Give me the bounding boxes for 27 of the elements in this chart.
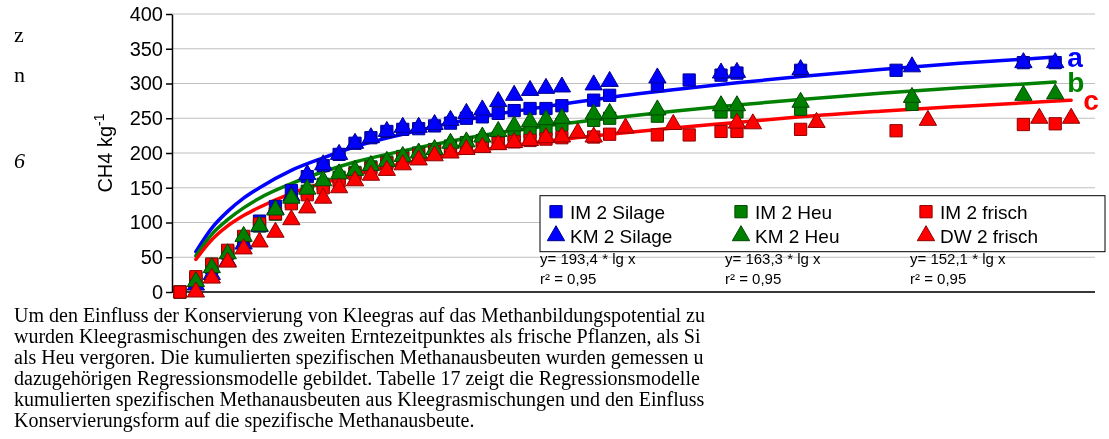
- annotation: y= 163,3 * lg x: [725, 250, 821, 268]
- y-tick-label: 400: [129, 2, 163, 25]
- y-tick-label: 350: [129, 37, 163, 60]
- annotation: y= 152,1 * lg x: [910, 250, 1006, 268]
- y-tick-label: 300: [129, 72, 163, 95]
- legend-label: KM 2 Heu: [755, 225, 840, 247]
- text: n: [14, 62, 25, 87]
- legend-label: KM 2 Silage: [570, 225, 673, 247]
- annotation: b: [1067, 67, 1085, 99]
- annotation: y= 193,4 * lg x: [540, 250, 636, 268]
- legend-label: DW 2 frisch: [940, 225, 1039, 247]
- y-tick-label: 150: [129, 176, 163, 199]
- y-tick-label: 50: [140, 246, 163, 269]
- y-tick-label: 100: [129, 211, 163, 234]
- legend-label: IM 2 frisch: [940, 201, 1028, 223]
- annotation: r² = 0,95: [725, 270, 782, 288]
- legend-label: IM 2 Heu: [755, 201, 833, 223]
- legend-label: IM 2 Silage: [570, 201, 666, 223]
- annotation: c: [1083, 85, 1099, 117]
- text: 6: [14, 148, 25, 173]
- y-tick-label: 250: [129, 107, 163, 130]
- annotation: r² = 0,95: [540, 270, 597, 288]
- y-tick-label: 0: [151, 280, 163, 303]
- y-tick-label: 200: [129, 141, 163, 164]
- text: z: [14, 22, 24, 47]
- annotation: r² = 0,95: [910, 270, 967, 288]
- text: Um den Einfluss der Konservierung von Kleegras auf das Methanbildungspotential zu: [14, 304, 705, 327]
